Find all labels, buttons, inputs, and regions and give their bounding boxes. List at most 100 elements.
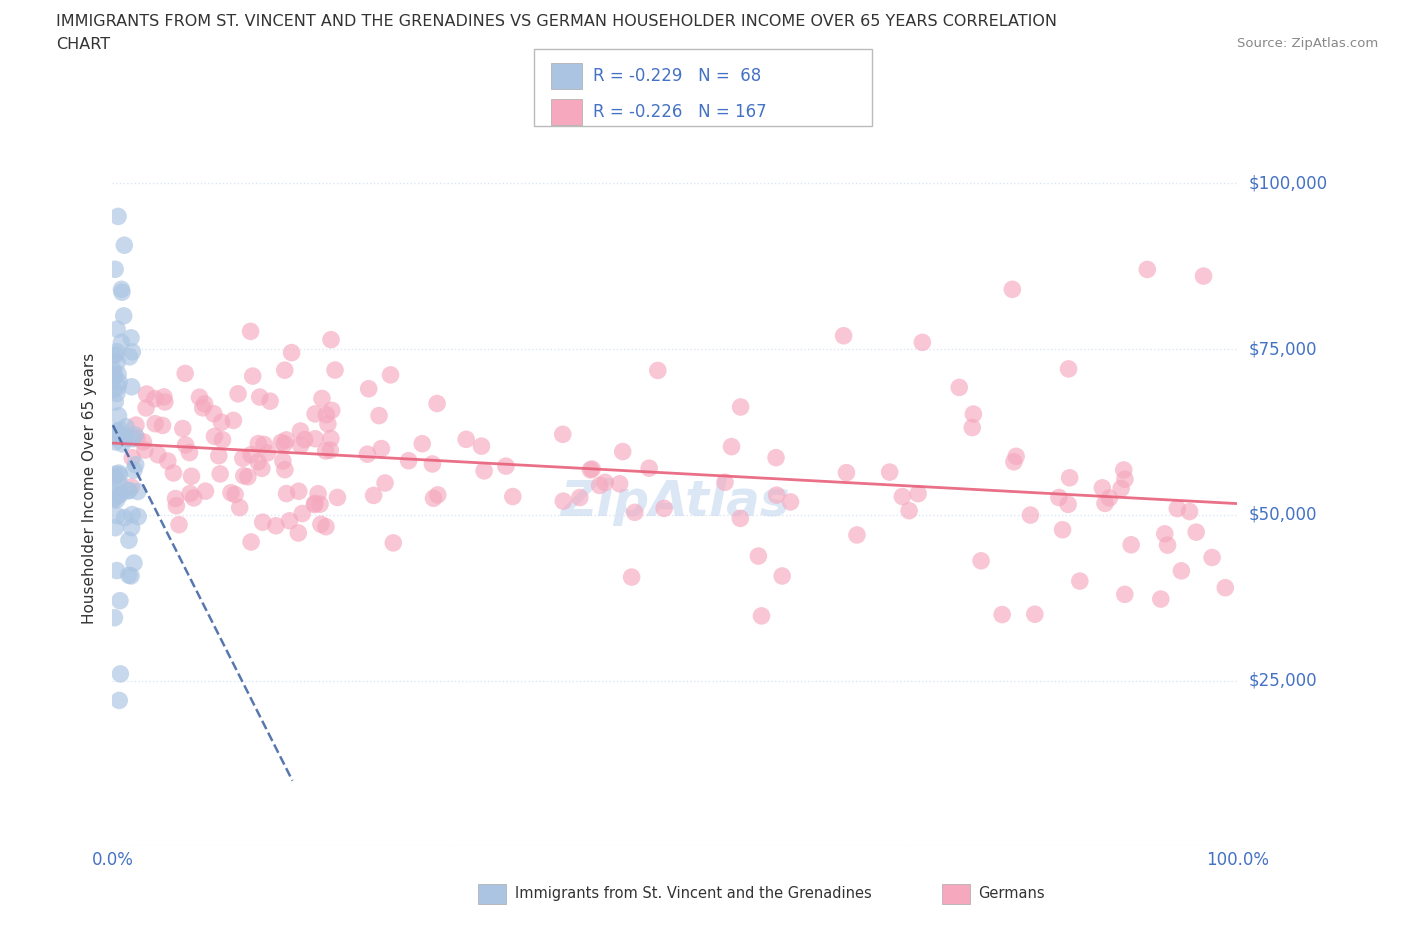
Point [179,445,201,460]
Point [411,436,433,451]
Y-axis label: Householder Income Over 65 years: Householder Income Over 65 years [82,352,97,624]
Point [588,478,610,493]
Point [110,423,132,438]
Point [593,475,616,490]
Point [652,501,675,516]
Point [315,519,337,534]
Point [319,332,342,347]
Point [107,379,129,394]
Point [110,667,132,682]
Point [1094,496,1116,511]
Point [326,490,349,505]
Point [121,344,143,359]
Point [122,463,145,478]
Point [370,441,392,456]
Text: $75,000: $75,000 [1249,340,1317,358]
Point [911,335,934,350]
Point [211,415,233,430]
Text: IMMIGRANTS FROM ST. VINCENT AND THE GRENADINES VS GERMAN HOUSEHOLDER INCOME OVER: IMMIGRANTS FROM ST. VINCENT AND THE GREN… [56,14,1057,29]
Point [103,382,125,397]
Point [211,432,233,447]
Point [1166,501,1188,516]
Point [259,393,281,408]
Point [846,527,869,542]
Point [239,324,262,339]
Point [1185,525,1208,539]
Point [125,431,148,445]
Point [110,335,132,350]
Point [832,328,855,343]
Point [426,396,449,411]
Point [103,369,125,384]
Point [1170,564,1192,578]
Point [247,455,270,470]
Point [105,344,128,359]
Point [103,366,125,381]
Point [1002,455,1025,470]
Point [270,435,292,450]
Point [287,525,309,540]
Point [120,480,142,495]
Point [108,475,131,490]
Point [1059,471,1081,485]
Point [309,497,332,512]
Point [1024,606,1046,621]
Point [242,368,264,383]
Point [623,505,645,520]
Point [132,434,155,449]
Point [553,494,575,509]
Point [114,511,136,525]
Point [311,391,333,405]
Point [188,390,211,405]
Point [835,465,858,480]
Point [108,468,131,483]
Point [1001,282,1024,297]
Point [551,427,574,442]
Point [319,432,342,446]
Point [153,390,176,405]
Point [368,408,391,423]
Point [121,432,143,446]
Text: $100,000: $100,000 [1249,174,1327,193]
Text: $25,000: $25,000 [1249,671,1317,689]
Point [304,496,326,511]
Point [202,406,225,421]
Point [1136,262,1159,277]
Point [125,418,148,432]
Point [779,495,801,510]
Point [278,513,301,528]
Point [1153,526,1175,541]
Point [765,487,787,502]
Point [127,485,149,499]
Point [232,469,254,484]
Point [1057,362,1080,377]
Point [380,367,402,382]
Point [118,484,141,498]
Point [247,436,270,451]
Point [134,443,156,458]
Text: R = -0.226   N = 167: R = -0.226 N = 167 [593,103,766,121]
Point [991,607,1014,622]
Point [135,401,157,416]
Point [110,282,132,297]
Point [276,432,298,447]
Point [104,467,127,482]
Point [105,355,128,370]
Point [105,492,128,507]
Point [209,467,232,482]
Point [290,423,312,438]
Point [105,386,128,401]
Text: $50,000: $50,000 [1249,506,1317,524]
Point [103,492,125,507]
Point [291,506,314,521]
Point [165,491,187,506]
Point [309,517,332,532]
Point [112,309,135,324]
Point [156,454,179,469]
Point [232,451,254,466]
Point [104,348,127,363]
Point [107,488,129,503]
Point [319,443,342,458]
Point [236,470,259,485]
Point [103,470,125,485]
